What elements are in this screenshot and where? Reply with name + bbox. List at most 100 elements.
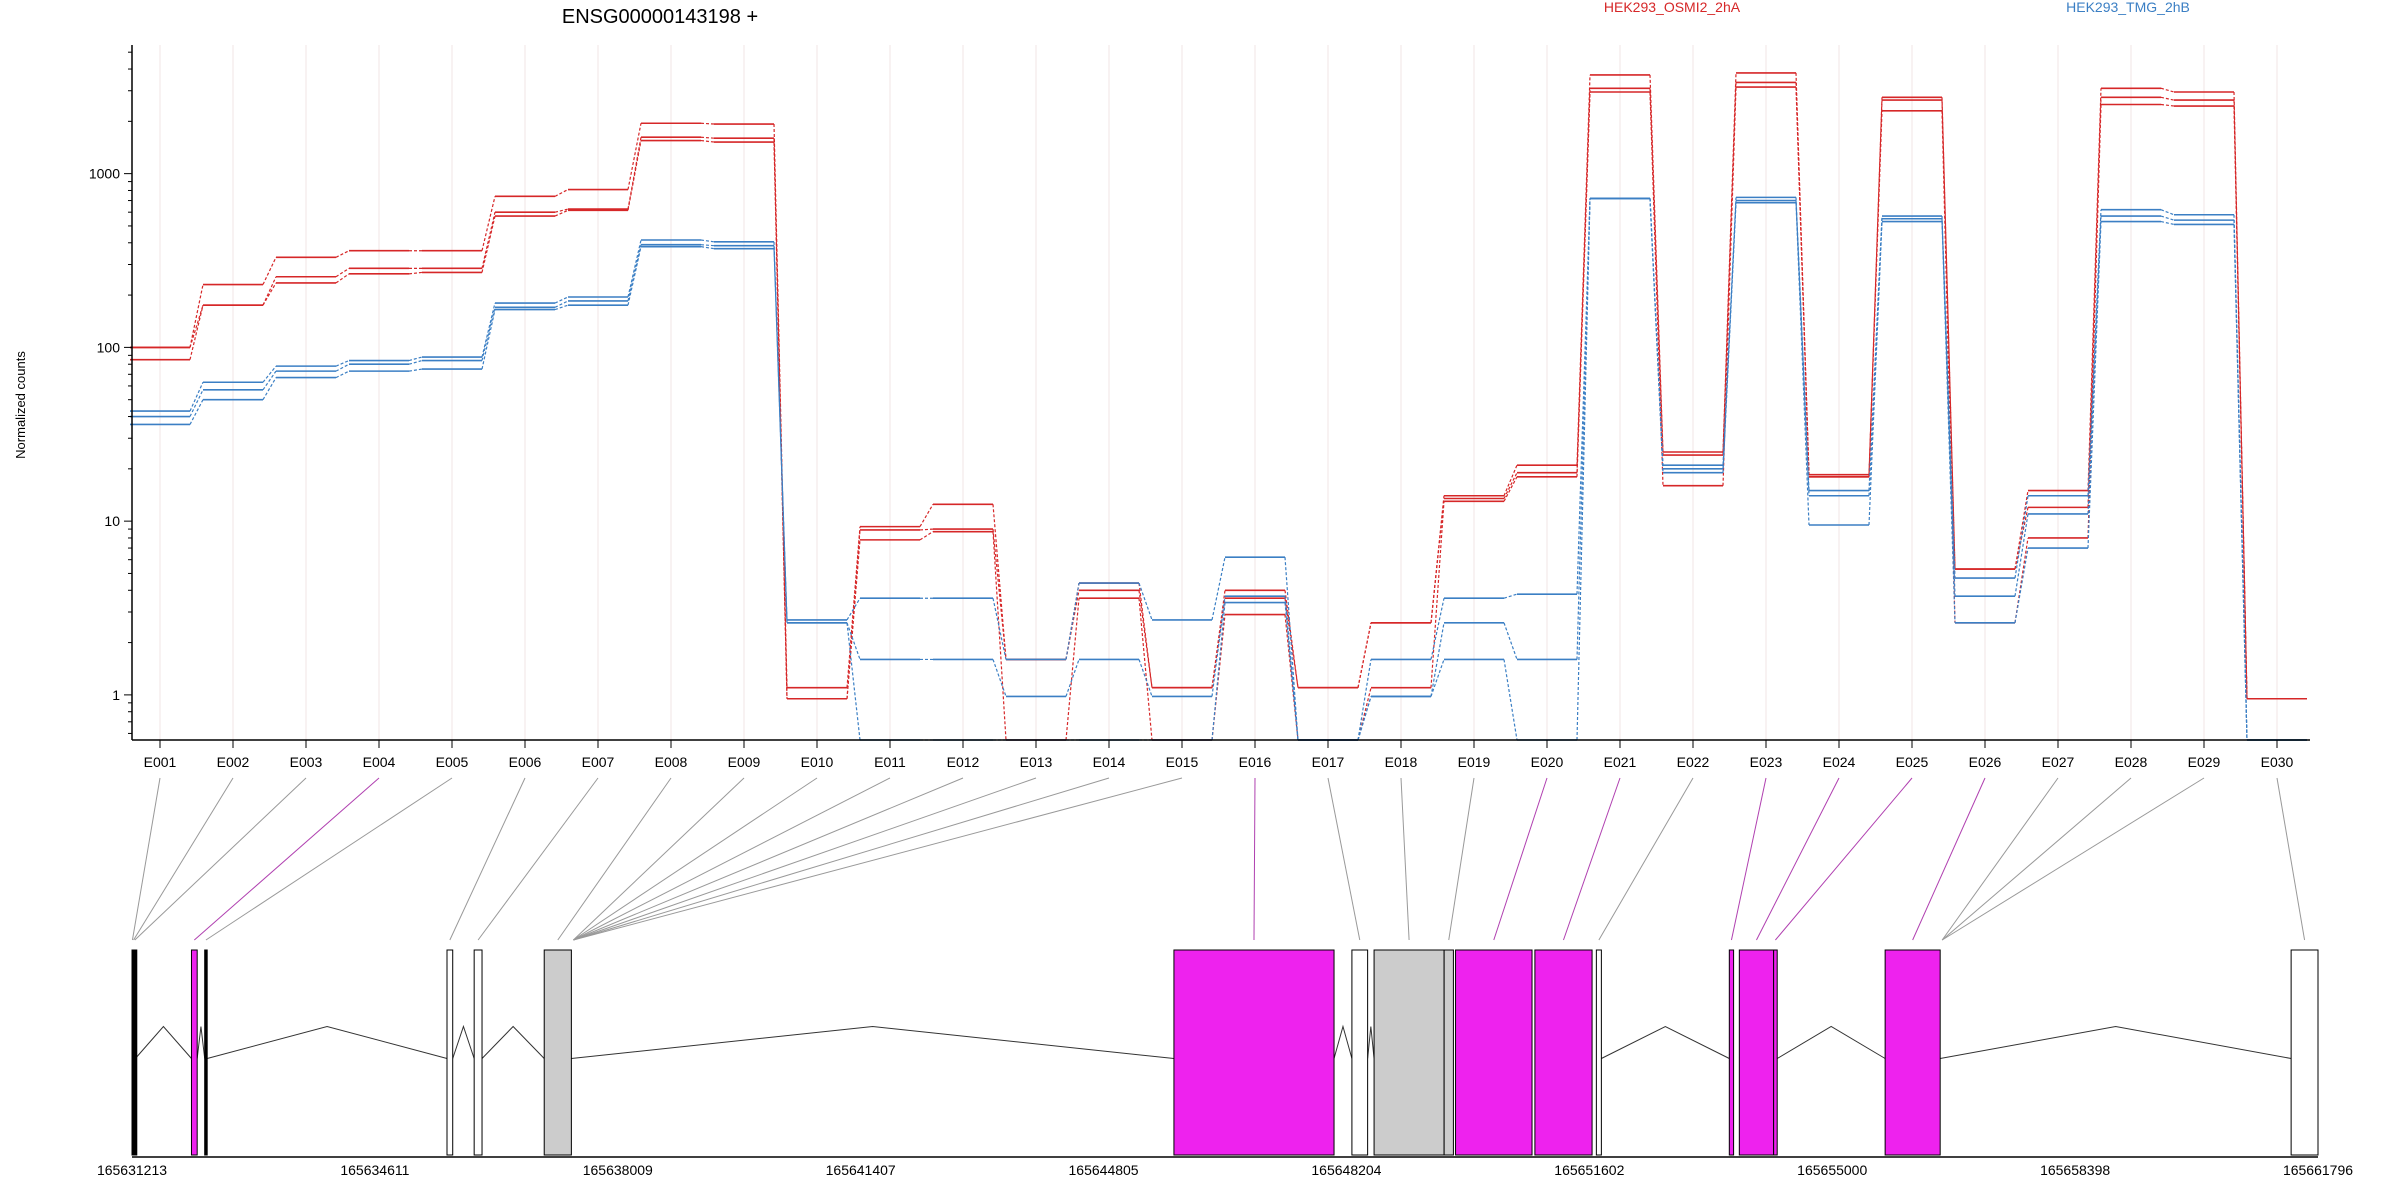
connector-E030	[2276, 777, 2306, 941]
series-0-link-25	[2014, 490, 2029, 570]
x-tick-label-E028: E028	[2115, 754, 2148, 770]
x-tick-label-E024: E024	[1823, 754, 1856, 770]
series-1-link-5	[554, 208, 569, 213]
series-2-link-6	[627, 140, 642, 211]
series-5-link-4	[481, 309, 496, 370]
x-tick-label-E019: E019	[1458, 754, 1491, 770]
series-3-link-14	[1211, 557, 1226, 621]
exon-block-E017	[1351, 949, 1369, 1156]
series-4-link-18	[1503, 622, 1518, 660]
intron-E005-E006	[207, 1025, 448, 1059]
series-2-link-1	[262, 282, 277, 306]
connector-E009	[573, 777, 745, 941]
series-3-link-7	[700, 239, 715, 243]
exon-connector-lines	[131, 777, 2306, 941]
series-5-link-22	[1795, 202, 1810, 526]
series-2-link-19	[1576, 91, 1591, 477]
series-4-link-9	[846, 622, 861, 660]
series-3-link-12	[1065, 582, 1080, 660]
series-3-link-26	[2087, 209, 2102, 496]
x-tick-label-E008: E008	[655, 754, 688, 770]
x-tick-label-E012: E012	[947, 754, 980, 770]
series-1	[130, 81, 2307, 700]
series-1-link-0	[189, 304, 204, 348]
connector-E013	[573, 777, 1037, 941]
series-5-link-8	[773, 248, 788, 623]
x-tick-label-E030: E030	[2261, 754, 2294, 770]
series-3-link-13	[1138, 582, 1153, 621]
exon-block-E005	[204, 949, 208, 1156]
genomic-coordinate-axis: 165631213 165634611 165638009 165641407 1656…	[97, 1156, 2353, 1178]
series-3	[130, 196, 2307, 741]
x-tick-label-E023: E023	[1750, 754, 1783, 770]
exon-block-E023	[1728, 949, 1735, 1156]
connector-E020	[1493, 777, 1548, 941]
series-5-link-28	[2233, 224, 2248, 741]
series-0	[130, 72, 2307, 700]
series-3-link-0	[189, 382, 204, 412]
connector-E025	[1775, 777, 1913, 941]
series-2-link-28	[2233, 106, 2248, 699]
exon-block-E019	[1443, 949, 1454, 1156]
series-0-link-18	[1503, 464, 1518, 496]
series-5-link-25	[2014, 547, 2029, 623]
series-4-link-13	[1138, 659, 1153, 697]
x-tick-label-E017: E017	[1312, 754, 1345, 770]
x-tick-label-E002: E002	[217, 754, 250, 770]
series-1-link-18	[1503, 472, 1518, 499]
series-0-link-20	[1649, 74, 1664, 453]
connector-E022	[1598, 777, 1694, 941]
series-0-link-7	[700, 122, 715, 125]
series-3-link-5	[554, 296, 569, 304]
series-0-link-1	[262, 257, 277, 285]
series-2-link-2	[335, 273, 350, 284]
y-axis-label: Normalized counts	[13, 351, 28, 459]
exon-block-E007	[473, 949, 483, 1156]
series-2-link-10	[919, 531, 934, 541]
x-tick-label-E021: E021	[1604, 754, 1637, 770]
series-1-link-17	[1430, 498, 1445, 623]
series-5-link-15	[1284, 602, 1299, 741]
series-5-link-7	[700, 246, 715, 250]
genomic-tick-label-3: 165641407	[826, 1162, 896, 1178]
x-tick-label-E018: E018	[1385, 754, 1418, 770]
x-tick-label-E005: E005	[436, 754, 469, 770]
series-1-link-14	[1211, 598, 1226, 688]
exon-block-E025	[1773, 949, 1778, 1156]
connector-E018	[1400, 777, 1410, 941]
series-2-link-8	[773, 142, 788, 699]
intron-E006-E007	[452, 1024, 475, 1059]
series-1-link-2	[335, 267, 350, 278]
genomic-tick-label-9: 165661796	[2283, 1162, 2353, 1178]
connector-E024	[1756, 777, 1840, 941]
genomic-tick-label-4: 165644805	[1069, 1162, 1139, 1178]
connector-E026	[1912, 777, 1986, 941]
intron-E025-E026	[1776, 1025, 1886, 1059]
series-2-link-7	[700, 139, 715, 143]
connector-E016	[1253, 777, 1256, 941]
series-0-link-24	[1941, 97, 1956, 570]
series-3-link-2	[335, 359, 350, 367]
series-3-link-25	[2014, 495, 2029, 579]
series-1-link-27	[2160, 96, 2175, 101]
series-1-link-9	[846, 529, 861, 699]
series-1-link-16	[1357, 622, 1372, 688]
series-3-link-16	[1357, 659, 1372, 741]
x-tick-label-E029: E029	[2188, 754, 2221, 770]
series-5-link-19	[1576, 198, 1591, 741]
connector-E003	[134, 777, 307, 941]
series-1-link-1	[262, 276, 277, 306]
series-2-link-20	[1649, 91, 1664, 486]
series-2-link-25	[2014, 537, 2029, 623]
x-tick-label-E006: E006	[509, 754, 542, 770]
legend-label-group-0: HEK293_OSMI2_2hA	[1604, 0, 1741, 15]
y-tick-label-1000: 1000	[89, 166, 120, 182]
exon-block-E003	[133, 949, 138, 1156]
x-axis: E001 E002 E003 E004 E005 E006 E007 E008 E009 E010…	[132, 739, 2310, 770]
x-tick-label-E027: E027	[2042, 754, 2075, 770]
x-tick-label-E001: E001	[144, 754, 177, 770]
x-tick-label-E014: E014	[1093, 754, 1126, 770]
connector-E004	[193, 777, 380, 941]
connector-E019	[1448, 777, 1475, 941]
series-5-link-16	[1357, 696, 1372, 741]
